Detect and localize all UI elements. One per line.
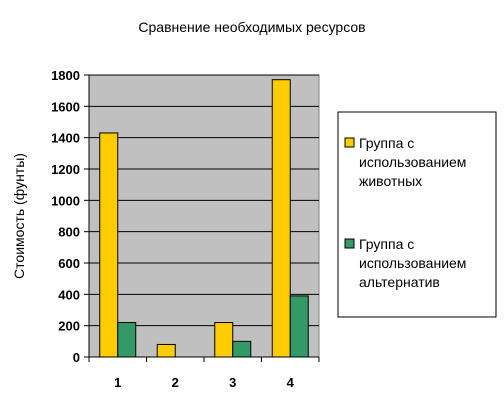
bars [99,79,309,358]
x-tick-label: 1 [114,375,121,390]
chart-title: Сравнение необходимых ресурсов [138,19,365,35]
bar-series-2-cat-1 [117,322,137,358]
y-tick-label: 1000 [51,193,80,208]
y-tick-label: 800 [58,225,80,240]
legend-label-2: Группа с использованием альтернатив [359,236,466,290]
bar-series-1-cat-1 [99,132,119,358]
x-axis: 1 2 3 4 [88,356,320,390]
y-tick-label: 1800 [51,68,80,83]
y-tick-label: 0 [73,350,80,365]
legend-swatch-2 [344,238,355,249]
x-tick-label: 4 [287,375,295,390]
bar-series-2-cat-4 [289,295,309,358]
y-tick-label: 1600 [51,99,80,114]
y-tick-label: 1200 [51,162,80,177]
legend-label-1: Группа с использованием животных [359,135,466,189]
legend-swatch-1 [344,137,355,148]
x-tick-label: 2 [172,375,179,390]
legend: Группа с использованием животных Группа с ис… [337,111,497,318]
bar-series-1-cat-3 [214,322,234,358]
y-axis: 0 200 400 600 800 1000 1200 1400 1600 1800 [51,68,90,365]
legend-box [337,111,497,318]
y-tick-label: 1400 [51,131,80,146]
y-tick-label: 200 [58,319,80,334]
y-axis-label: Стоимость (фунты) [11,153,27,279]
bar-series-1-cat-2 [156,343,176,358]
y-tick-label: 600 [58,256,80,271]
bar-series-2-cat-3 [232,340,252,358]
y-tick-label: 400 [58,287,80,302]
bar-series-1-cat-4 [271,79,291,358]
x-tick-label: 3 [229,375,236,390]
